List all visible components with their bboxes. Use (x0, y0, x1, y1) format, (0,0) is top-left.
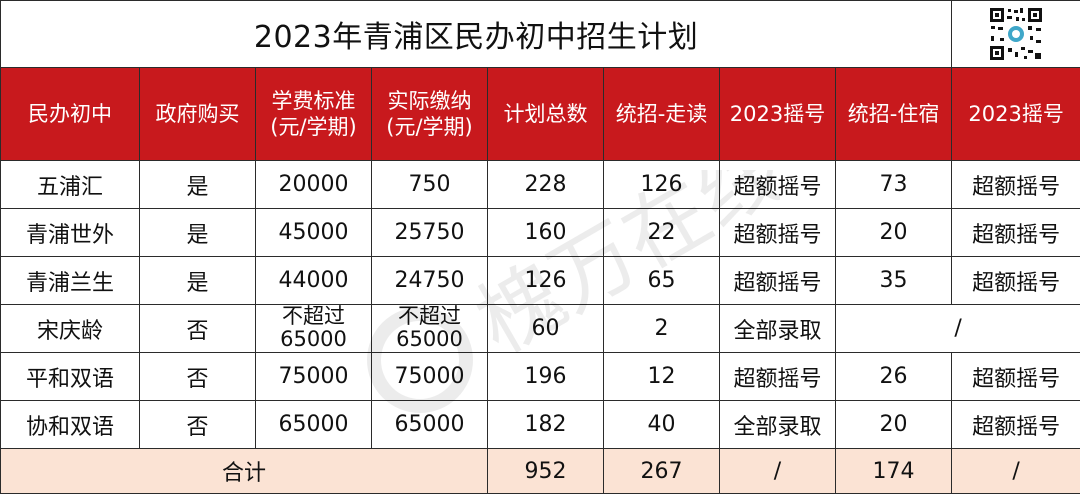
tuition-value: 不超过 65000 (255, 303, 372, 354)
table-row: 五浦汇 是 20000 750 228 126 超额摇号 73 超额摇号 (0, 160, 1080, 209)
tuition-value: 20000 (255, 160, 372, 209)
actual-paid-value: 65000 (371, 400, 488, 450)
plan-total-value: 126 (487, 256, 604, 305)
day-students-value: 2 (603, 303, 720, 354)
table-row: 平和双语 否 75000 75000 196 12 超额摇号 26 超额摇号 (0, 352, 1080, 402)
title-cell: 2023年青浦区民办初中招生计划 (0, 0, 953, 68)
gov-purchase-value: 否 (139, 400, 256, 450)
boarding-value: 20 (834, 208, 953, 257)
boarding-value: 35 (834, 256, 953, 305)
tuition-line-2: 65000 (280, 327, 347, 352)
day-lottery-value: 超额摇号 (719, 352, 836, 402)
col-header-boarding-lottery: 2023摇号 (951, 67, 1080, 161)
table-row: 青浦兰生 是 44000 24750 126 65 超额摇号 35 超额摇号 (0, 256, 1080, 305)
table-row: 青浦世外 是 45000 25750 160 22 超额摇号 20 超额摇号 (0, 208, 1080, 257)
qr-cell (951, 0, 1080, 68)
actual-paid-value: 25750 (371, 208, 488, 257)
gov-purchase-value: 是 (139, 256, 256, 305)
actual-paid-value: 75000 (371, 352, 488, 402)
school-name: 青浦世外 (0, 208, 140, 257)
total-row: 合计 952 267 / 174 / (0, 448, 1080, 495)
day-lottery-value: 全部录取 (719, 400, 836, 450)
plan-total-value: 60 (487, 303, 604, 354)
boarding-value: 26 (834, 352, 953, 402)
boarding-lottery-value: 超额摇号 (951, 256, 1080, 305)
total-day-value: 267 (603, 448, 720, 495)
school-name: 协和双语 (0, 400, 140, 450)
col-header-boarding: 统招-住宿 (834, 67, 953, 161)
gov-purchase-value: 是 (139, 160, 256, 209)
total-boarding-lottery-value: / (951, 448, 1080, 495)
school-name: 五浦汇 (0, 160, 140, 209)
tuition-line-1: 不超过 (282, 304, 345, 328)
page-title: 2023年青浦区民办初中招生计划 (253, 20, 699, 55)
tuition-value: 45000 (255, 208, 372, 257)
gov-purchase-value: 是 (139, 208, 256, 257)
school-name: 宋庆龄 (0, 303, 140, 354)
actual-line-2: 65000 (396, 327, 463, 352)
tuition-value: 75000 (255, 352, 372, 402)
day-students-value: 12 (603, 352, 720, 402)
tuition-value: 44000 (255, 256, 372, 305)
col-header-plan-total: 计划总数 (487, 67, 604, 161)
boarding-lottery-value: 超额摇号 (951, 160, 1080, 209)
boarding-merged-value: / (834, 303, 1080, 354)
qr-code-icon (988, 6, 1045, 62)
school-name: 平和双语 (0, 352, 140, 402)
boarding-lottery-value: 超额摇号 (951, 352, 1080, 402)
day-lottery-value: 超额摇号 (719, 160, 836, 209)
total-plan-value: 952 (487, 448, 604, 495)
boarding-value: 73 (834, 160, 953, 209)
boarding-value: 20 (834, 400, 953, 450)
header-row: 民办初中 政府购买 学费标准 (元/学期) 实际缴纳 (元/学期) 计划总数 统招-… (0, 67, 1080, 161)
actual-line-1: 不超过 (398, 304, 461, 328)
total-day-lottery-value: / (719, 448, 836, 495)
day-lottery-value: 超额摇号 (719, 208, 836, 257)
tuition-value: 65000 (255, 400, 372, 450)
plan-total-value: 228 (487, 160, 604, 209)
plan-total-value: 196 (487, 352, 604, 402)
actual-paid-value: 750 (371, 160, 488, 209)
col-header-day-lottery: 2023摇号 (719, 67, 836, 161)
school-name: 青浦兰生 (0, 256, 140, 305)
total-label: 合计 (0, 448, 488, 495)
col-header-school: 民办初中 (0, 67, 140, 161)
col-header-tuition: 学费标准 (元/学期) (255, 67, 372, 161)
actual-paid-value: 24750 (371, 256, 488, 305)
day-lottery-value: 全部录取 (719, 303, 836, 354)
boarding-lottery-value: 超额摇号 (951, 400, 1080, 450)
actual-paid-value: 不超过 65000 (371, 303, 488, 354)
gov-purchase-value: 否 (139, 352, 256, 402)
day-lottery-value: 超额摇号 (719, 256, 836, 305)
col-header-actual-paid: 实际缴纳 (元/学期) (371, 67, 488, 161)
table-row: 协和双语 否 65000 65000 182 40 全部录取 20 超额摇号 (0, 400, 1080, 450)
plan-total-value: 182 (487, 400, 604, 450)
day-students-value: 22 (603, 208, 720, 257)
title-row: 2023年青浦区民办初中招生计划 (0, 0, 1080, 68)
total-boarding-value: 174 (834, 448, 953, 495)
day-students-value: 40 (603, 400, 720, 450)
col-header-gov-purchase: 政府购买 (139, 67, 256, 161)
table-row: 宋庆龄 否 不超过 65000 不超过 65000 60 2 全部录取 / (0, 303, 1080, 354)
boarding-lottery-value: 超额摇号 (951, 208, 1080, 257)
gov-purchase-value: 否 (139, 303, 256, 354)
day-students-value: 65 (603, 256, 720, 305)
plan-total-value: 160 (487, 208, 604, 257)
day-students-value: 126 (603, 160, 720, 209)
col-header-day-students: 统招-走读 (603, 67, 720, 161)
